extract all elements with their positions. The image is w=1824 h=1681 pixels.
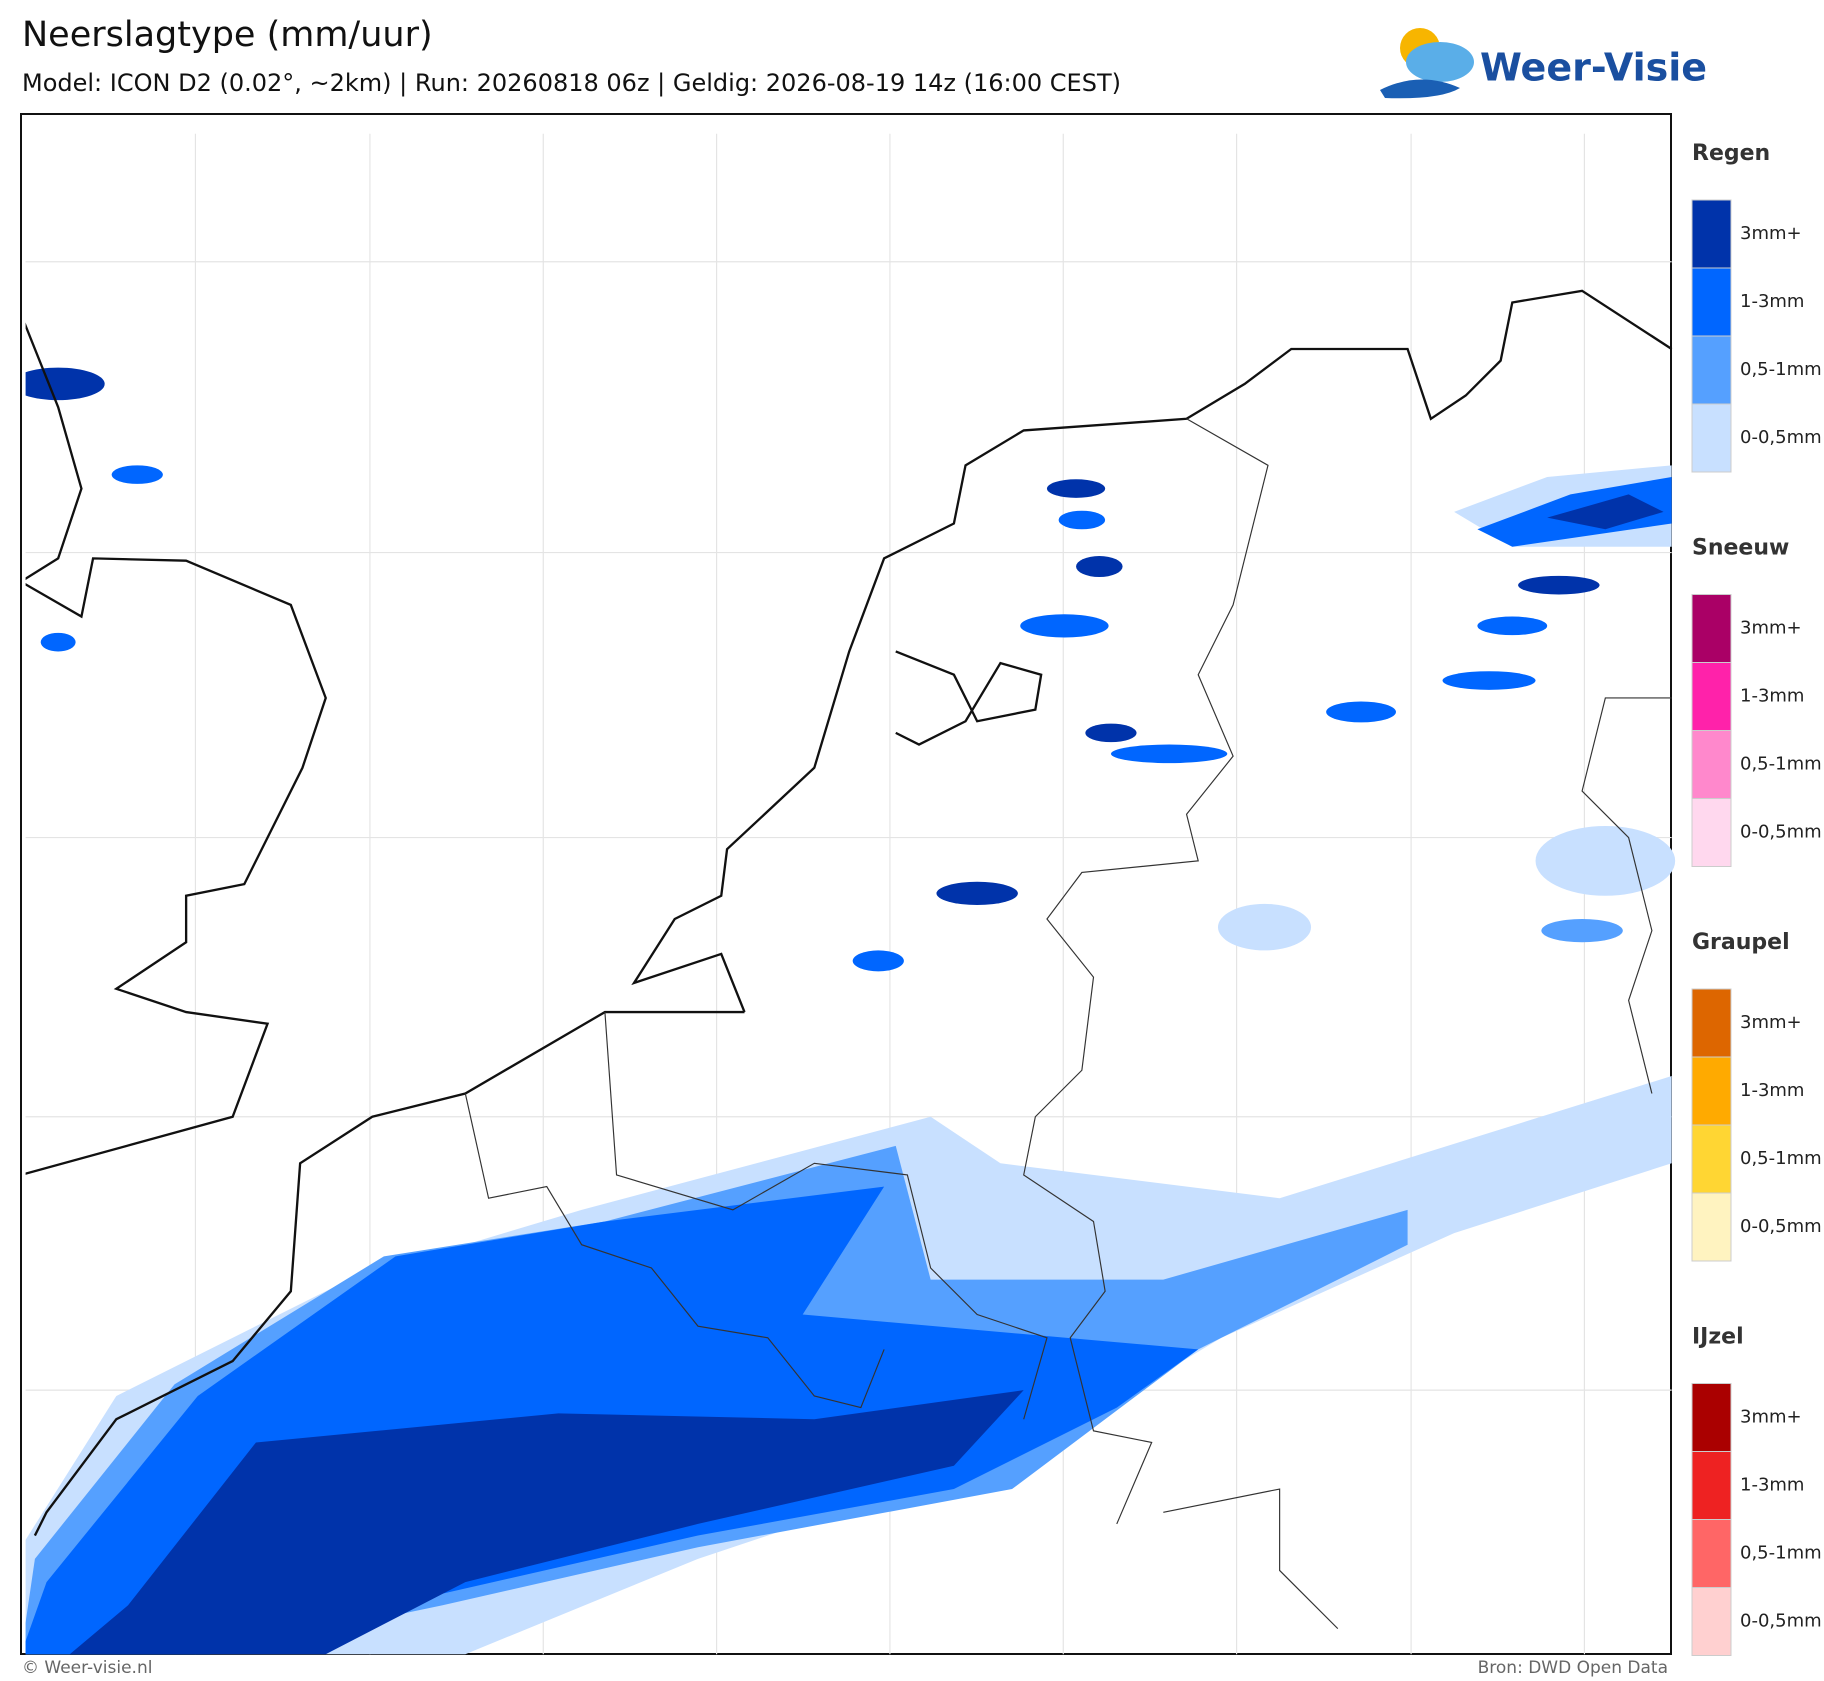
legend-swatch	[1691, 594, 1732, 663]
legend-label: 0,5-1mm	[1740, 754, 1822, 775]
legend-label: 0-0,5mm	[1740, 1611, 1822, 1632]
legend-swatch	[1691, 335, 1732, 405]
legend-group-title: Sneeuw	[1692, 536, 1789, 561]
legend-swatch	[1691, 403, 1732, 473]
legend-label: 3mm+	[1740, 1407, 1802, 1428]
footer-right: Bron: DWD Open Data	[1478, 1658, 1668, 1678]
title: Neerslagtype (mm/uur)	[22, 15, 433, 55]
legend-swatch	[1691, 730, 1732, 799]
legend-label: 0,5-1mm	[1740, 1148, 1822, 1169]
legend-label: 1-3mm	[1740, 1475, 1804, 1496]
logo: Weer-Visie	[1380, 28, 1707, 99]
legend-label: 3mm+	[1740, 1012, 1802, 1033]
legend-swatch	[1691, 798, 1732, 867]
legend-label: 3mm+	[1740, 223, 1802, 244]
legend-label: 1-3mm	[1740, 291, 1804, 312]
legend-group-title: Regen	[1692, 141, 1770, 166]
legend-swatch	[1691, 1124, 1732, 1194]
legend-swatch	[1691, 1587, 1732, 1656]
legend-label: 0,5-1mm	[1740, 1543, 1822, 1564]
legend: Regen 3mm+ 1-3mm 0,5-1mm 0-0,5mm Sneeuw 3mm+ 1-…	[1691, 141, 1822, 1656]
legend-swatch	[1691, 662, 1732, 731]
legend-label: 3mm+	[1740, 618, 1802, 639]
footer-left: © Weer-visie.nl	[22, 1658, 152, 1678]
legend-label: 1-3mm	[1740, 1080, 1804, 1101]
subtitle: Model: ICON D2 (0.02°, ~2km) | Run: 2026…	[22, 69, 1121, 97]
legend-group-title: Graupel	[1692, 930, 1790, 955]
legend-swatch	[1691, 1383, 1732, 1452]
legend-swatch	[1691, 199, 1732, 269]
legend-group-title: IJzel	[1692, 1325, 1744, 1350]
legend-label: 0-0,5mm	[1740, 427, 1822, 448]
legend-swatch	[1691, 1519, 1732, 1588]
legend-swatch	[1691, 1192, 1732, 1262]
legend-swatch	[1691, 988, 1732, 1058]
legend-swatch	[1691, 1451, 1732, 1520]
legend-swatch	[1691, 1056, 1732, 1126]
legend-label: 0-0,5mm	[1740, 1216, 1822, 1237]
logo-text: Weer-Visie	[1480, 46, 1707, 90]
legend-swatch	[1691, 267, 1732, 337]
map	[20, 113, 1676, 1655]
legend-label: 1-3mm	[1740, 686, 1804, 707]
legend-label: 0,5-1mm	[1740, 359, 1822, 380]
legend-label: 0-0,5mm	[1740, 822, 1822, 843]
